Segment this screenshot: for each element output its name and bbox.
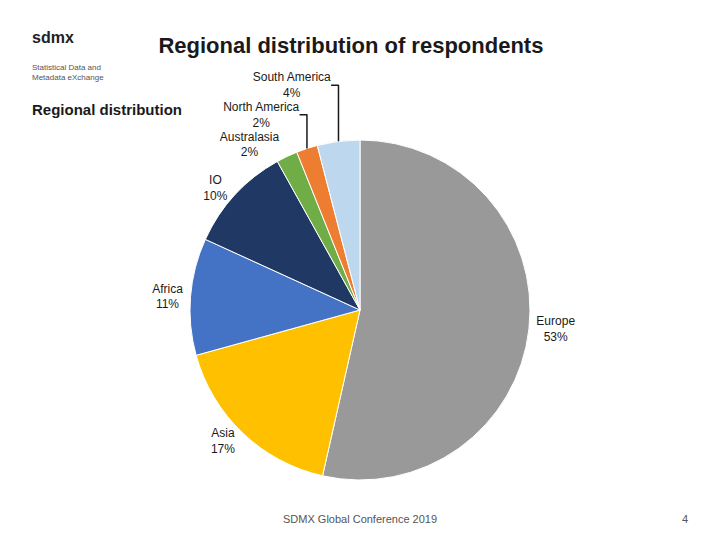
svg-text:Africa11%: Africa11%: [152, 282, 183, 312]
svg-text:North America2%: North America2%: [223, 100, 299, 130]
svg-text:IO10%: IO10%: [203, 173, 227, 203]
svg-text:Australasia2%: Australasia2%: [220, 130, 280, 160]
svg-text:sdmx: sdmx: [32, 29, 74, 46]
svg-text:4: 4: [682, 513, 688, 525]
svg-text:Regional distribution: Regional distribution: [32, 101, 182, 118]
svg-text:Asia17%: Asia17%: [211, 426, 235, 456]
svg-text:South America4%: South America4%: [253, 70, 331, 100]
svg-text:SDMX Global Conference 2019: SDMX Global Conference 2019: [283, 513, 437, 525]
svg-text:Regional distribution of respo: Regional distribution of respondents: [158, 33, 543, 58]
svg-text:Europe53%: Europe53%: [536, 314, 575, 344]
svg-text:Statistical Data andMetadata e: Statistical Data andMetadata eXchange: [32, 63, 104, 82]
